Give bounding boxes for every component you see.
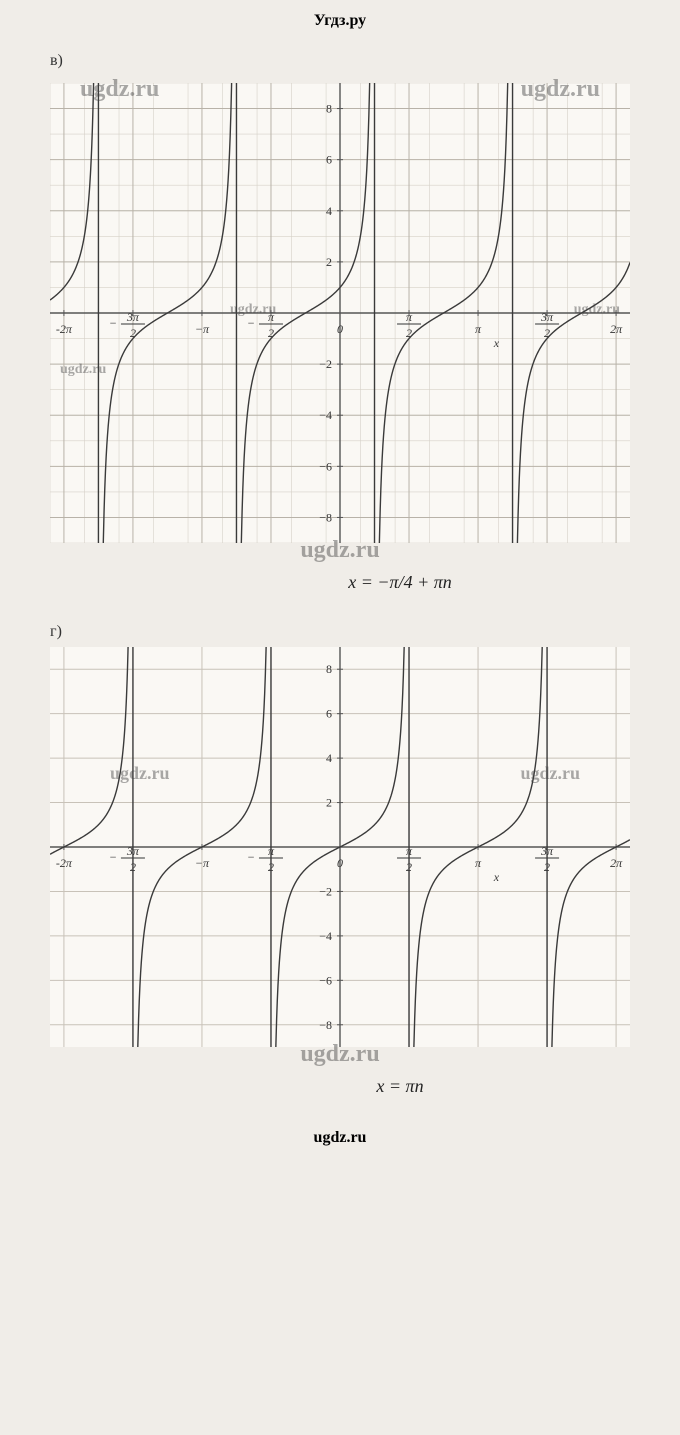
svg-text:2π: 2π	[610, 322, 623, 336]
panel-g: г) -2π − 3π 2 −π − π 2 0 π 2 π 3π 2 2π−8…	[0, 613, 680, 1117]
svg-text:0: 0	[337, 856, 343, 870]
svg-text:3π: 3π	[540, 310, 554, 324]
svg-text:6: 6	[326, 707, 332, 721]
panel-v-equation: x = −π/4 + πn	[20, 572, 660, 593]
svg-text:−: −	[247, 850, 255, 864]
svg-text:-2π: -2π	[56, 856, 73, 870]
svg-text:2: 2	[326, 255, 332, 269]
panel-v-label: в)	[20, 52, 660, 70]
svg-text:−8: −8	[319, 510, 332, 524]
svg-text:2: 2	[326, 796, 332, 810]
svg-text:8: 8	[326, 662, 332, 676]
svg-text:−4: −4	[319, 408, 332, 422]
chart-g: -2π − 3π 2 −π − π 2 0 π 2 π 3π 2 2π−8−6−…	[50, 647, 630, 1047]
chart-v: -2π − 3π 2 −π − π 2 0 π 2 π 3π 2 2π−8−6−…	[50, 83, 630, 543]
svg-text:−6: −6	[319, 459, 332, 473]
svg-text:−2: −2	[319, 357, 332, 371]
svg-text:8: 8	[326, 102, 332, 116]
svg-text:π: π	[406, 310, 413, 324]
svg-text:−: −	[109, 850, 117, 864]
svg-text:−4: −4	[319, 929, 332, 943]
svg-text:6: 6	[326, 153, 332, 167]
svg-text:-2π: -2π	[56, 322, 73, 336]
svg-text:−: −	[247, 316, 255, 330]
svg-text:4: 4	[326, 751, 332, 765]
svg-text:π: π	[475, 856, 482, 870]
svg-text:−π: −π	[195, 322, 210, 336]
panel-g-equation: x = πn	[20, 1076, 660, 1097]
svg-text:π: π	[475, 322, 482, 336]
svg-text:x: x	[493, 336, 500, 350]
svg-text:−2: −2	[319, 884, 332, 898]
page-footer: ugdz.ru	[0, 1117, 680, 1167]
svg-text:0: 0	[337, 322, 343, 336]
page-header: Угдз.ру	[0, 0, 680, 42]
svg-text:3π: 3π	[126, 310, 140, 324]
svg-text:−: −	[109, 316, 117, 330]
svg-text:π: π	[268, 310, 275, 324]
svg-text:2π: 2π	[610, 856, 623, 870]
svg-text:x: x	[493, 870, 500, 884]
svg-text:−6: −6	[319, 973, 332, 987]
svg-text:−π: −π	[195, 856, 210, 870]
svg-text:−8: −8	[319, 1018, 332, 1032]
svg-text:4: 4	[326, 204, 332, 218]
panel-g-label: г)	[20, 623, 660, 641]
panel-v: в) ugdz.ru ugdz.ru -2π − 3π 2 −π − π 2 0…	[0, 42, 680, 613]
